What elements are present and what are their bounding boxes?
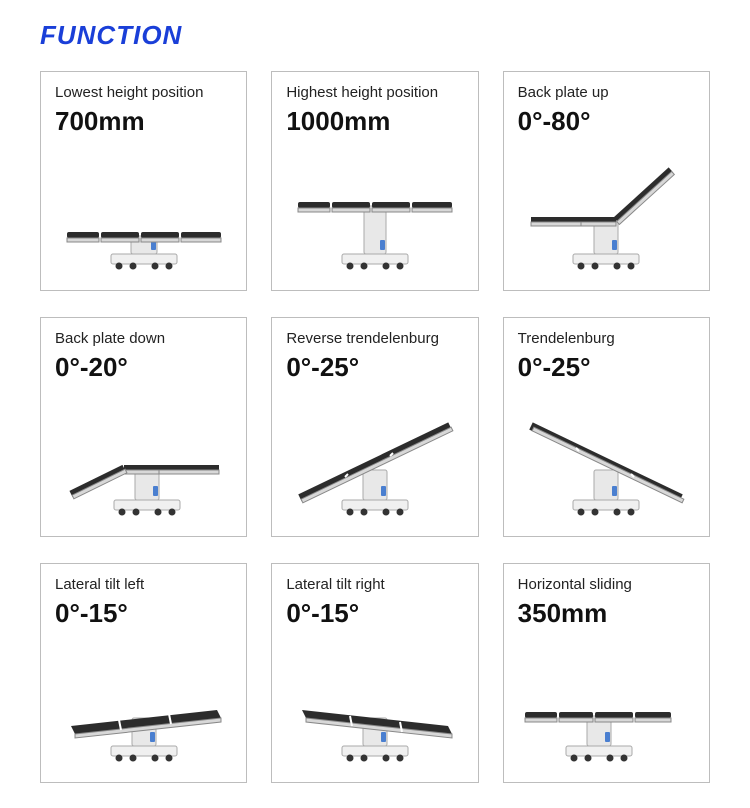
card-value: 700mm: [55, 106, 232, 137]
card-value: 0°-15°: [55, 598, 232, 629]
operating-table-icon: [59, 654, 229, 764]
card-label: Lateral tilt right: [286, 576, 463, 596]
card-value: 1000mm: [286, 106, 463, 137]
card-illustration: [286, 629, 463, 772]
function-card: Lateral tilt right0°-15°: [271, 563, 478, 783]
card-label: Back plate up: [518, 84, 695, 104]
card-value: 0°-25°: [286, 352, 463, 383]
operating-table-icon: [521, 162, 691, 272]
operating-table-icon: [521, 408, 691, 518]
section-title: FUNCTION: [40, 20, 710, 51]
card-label: Trendelenburg: [518, 330, 695, 350]
function-card: Horizontal sliding350mm: [503, 563, 710, 783]
operating-table-icon: [59, 162, 229, 272]
function-card: Lowest height position700mm: [40, 71, 247, 291]
operating-table-icon: [521, 654, 691, 764]
card-illustration: [518, 137, 695, 280]
card-label: Lateral tilt left: [55, 576, 232, 596]
function-card: Highest height position1000mm: [271, 71, 478, 291]
operating-table-icon: [290, 654, 460, 764]
card-illustration: [55, 383, 232, 526]
function-card: Lateral tilt left0°-15°: [40, 563, 247, 783]
function-card: Reverse trendelenburg0°-25°: [271, 317, 478, 537]
card-illustration: [55, 629, 232, 772]
function-card: Back plate down0°-20°: [40, 317, 247, 537]
card-value: 0°-15°: [286, 598, 463, 629]
card-label: Lowest height position: [55, 84, 232, 104]
card-illustration: [518, 383, 695, 526]
operating-table-icon: [59, 408, 229, 518]
card-value: 350mm: [518, 598, 695, 629]
function-card: Back plate up0°-80°: [503, 71, 710, 291]
card-value: 0°-20°: [55, 352, 232, 383]
operating-table-icon: [290, 408, 460, 518]
card-value: 0°-25°: [518, 352, 695, 383]
card-label: Highest height position: [286, 84, 463, 104]
function-card: Trendelenburg0°-25°: [503, 317, 710, 537]
operating-table-icon: [290, 162, 460, 272]
card-illustration: [286, 383, 463, 526]
function-grid: Lowest height position700mm Highest heig…: [40, 71, 710, 783]
card-illustration: [286, 137, 463, 280]
card-label: Back plate down: [55, 330, 232, 350]
card-illustration: [55, 137, 232, 280]
card-label: Reverse trendelenburg: [286, 330, 463, 350]
card-value: 0°-80°: [518, 106, 695, 137]
card-label: Horizontal sliding: [518, 576, 695, 596]
card-illustration: [518, 629, 695, 772]
